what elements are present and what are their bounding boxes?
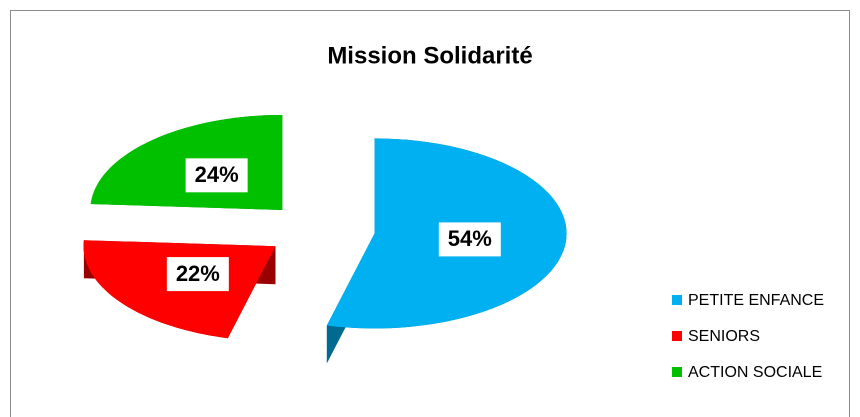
data-label-box bbox=[185, 158, 248, 193]
data-label: 24% bbox=[195, 162, 239, 187]
legend-swatch bbox=[672, 331, 682, 341]
legend-swatch bbox=[672, 367, 682, 377]
data-label: 54% bbox=[448, 226, 492, 251]
legend-label: ACTION SOCIALE bbox=[688, 364, 822, 381]
data-label-box bbox=[166, 257, 229, 292]
legend-label: SENIORS bbox=[688, 328, 760, 345]
chart-title: Mission Solidarité bbox=[327, 42, 532, 69]
legend-label: PETITE ENFANCE bbox=[688, 292, 824, 309]
data-label: 22% bbox=[176, 261, 220, 286]
data-label-box bbox=[438, 222, 501, 257]
legend-swatch bbox=[672, 295, 682, 305]
